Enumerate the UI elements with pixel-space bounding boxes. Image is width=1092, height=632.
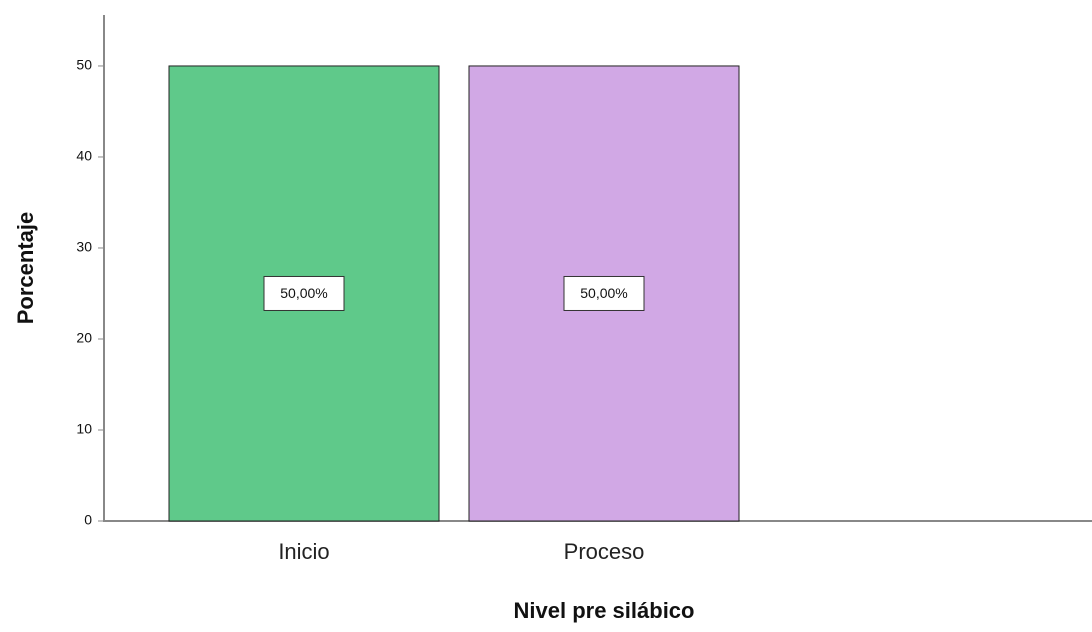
- y-tick-label: 0: [84, 512, 92, 528]
- y-axis-title: Porcentaje: [13, 212, 38, 325]
- y-tick-label: 30: [76, 239, 92, 255]
- y-tick-label: 40: [76, 148, 92, 164]
- y-tick-label: 10: [76, 421, 92, 437]
- x-tick-label: Inicio: [278, 539, 329, 564]
- y-tick-label: 50: [76, 57, 92, 73]
- value-label-box: [563, 275, 645, 311]
- value-label-box: [263, 275, 345, 311]
- y-tick-label: 20: [76, 330, 92, 346]
- value-label: 50,00%: [280, 285, 327, 301]
- x-tick-label: Proceso: [564, 539, 645, 564]
- value-label: 50,00%: [580, 285, 627, 301]
- x-axis-title: Nivel pre silábico: [514, 598, 695, 623]
